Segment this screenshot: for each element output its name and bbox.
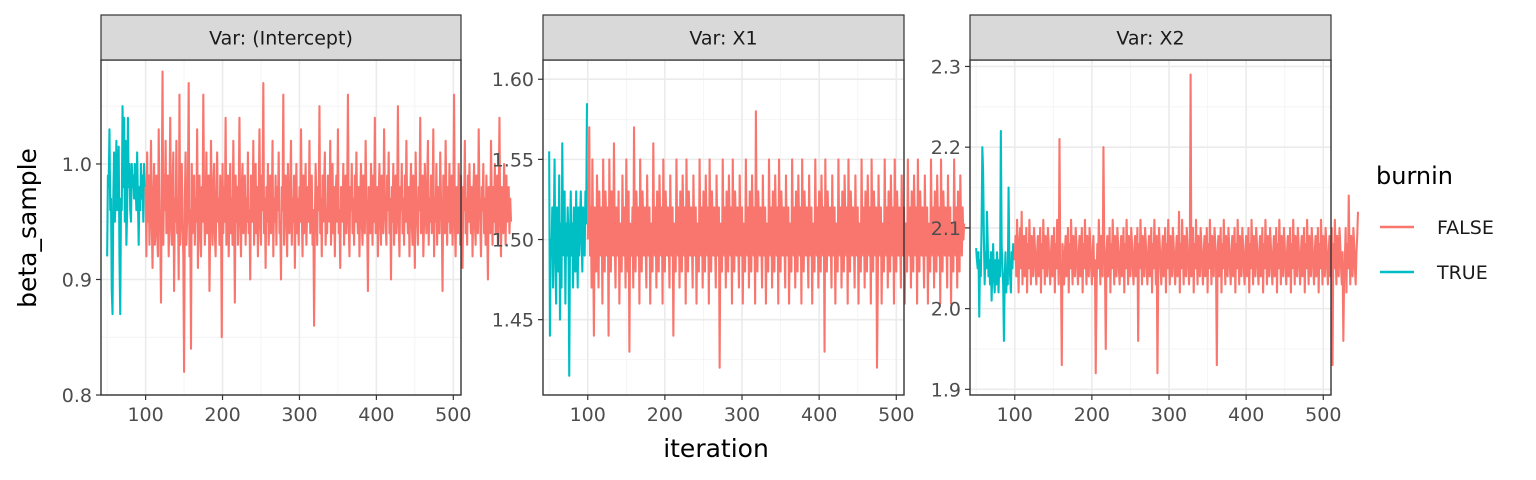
series-line-false [144, 70, 513, 373]
y-tick-label: 1.0 [62, 154, 92, 176]
y-tick-label: 2.3 [931, 56, 961, 78]
y-axis-title: beta_sample [13, 148, 42, 308]
facet-panels: Var: (Intercept) 100 200 300 400 500 0.8 0.9 1.0… [62, 14, 1360, 426]
series-line-true [106, 105, 146, 316]
series-line-true [975, 129, 1016, 342]
y-tick-label: 1.60 [492, 69, 534, 91]
x-tick-label: 100 [997, 404, 1033, 426]
legend-label-false: FALSE [1437, 217, 1494, 239]
legend: burnin FALSE TRUE [1376, 162, 1494, 284]
x-tick-label: 300 [1151, 404, 1187, 426]
y-tick-label: 1.45 [492, 310, 534, 332]
x-tick-label: 500 [878, 404, 914, 426]
x-tick-label: 400 [358, 404, 394, 426]
panel-1: Var: (Intercept) 100 200 300 400 500 0.8 0.9 1.0 [62, 14, 513, 426]
legend-label-true: TRUE [1436, 262, 1488, 284]
legend-entry-true: TRUE [1380, 262, 1488, 284]
x-tick-label: 200 [647, 404, 683, 426]
x-tick-label: 400 [1228, 404, 1264, 426]
x-tick-label: 100 [570, 404, 606, 426]
facet-strip-label: Var: (Intercept) [209, 28, 353, 50]
x-tick-label: 200 [1074, 404, 1110, 426]
y-tick-label: 2.2 [931, 137, 961, 159]
x-axis-title: iteration [663, 434, 769, 463]
facet-strip-label: Var: X1 [689, 28, 757, 50]
series-line-false [1013, 73, 1360, 375]
y-tick-label: 1.9 [931, 379, 961, 401]
y-tick-label: 0.8 [62, 385, 92, 407]
y-tick-label: 0.9 [62, 269, 92, 291]
legend-entry-false: FALSE [1380, 217, 1494, 239]
x-tick-label: 200 [204, 404, 240, 426]
x-tick-label: 300 [724, 404, 760, 426]
x-tick-label: 400 [801, 404, 837, 426]
facet-strip [969, 14, 1332, 61]
series-line-true [548, 103, 589, 377]
facet-strip [100, 14, 462, 61]
x-tick-label: 500 [435, 404, 471, 426]
x-tick-label: 300 [281, 404, 317, 426]
x-tick-label: 500 [1305, 404, 1341, 426]
y-tick-label: 1.50 [492, 230, 534, 252]
facet-strip-label: Var: X2 [1116, 28, 1184, 50]
series-line-false [586, 110, 966, 369]
panel-3: Var: X2 100 200 300 400 500 1.9 2.0 2.1 2.2 2.3 [931, 14, 1360, 426]
y-tick-label: 2.1 [931, 218, 961, 240]
legend-title: burnin [1376, 162, 1453, 190]
y-tick-label: 2.0 [931, 299, 961, 321]
y-tick-label: 1.55 [492, 149, 534, 171]
facet-strip [542, 14, 905, 61]
x-tick-label: 100 [127, 404, 163, 426]
panel-2: Var: X1 100 200 300 400 500 1.45 1.50 1.55 1.60 [492, 14, 966, 426]
